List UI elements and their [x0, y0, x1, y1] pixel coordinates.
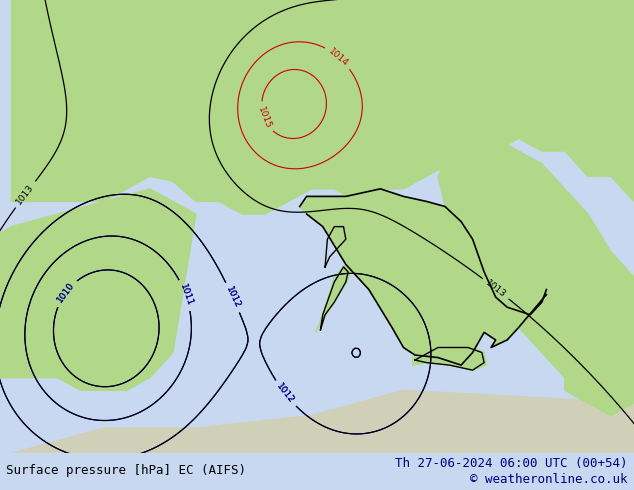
Text: 1015: 1015 [256, 105, 272, 130]
Polygon shape [11, 0, 634, 214]
Text: © weatheronline.co.uk: © weatheronline.co.uk [470, 473, 628, 486]
Polygon shape [11, 391, 634, 453]
Polygon shape [316, 265, 351, 332]
Text: 1014: 1014 [327, 46, 350, 68]
Text: 1012: 1012 [224, 285, 242, 310]
Polygon shape [0, 189, 196, 403]
Polygon shape [413, 340, 486, 370]
Text: 1011: 1011 [178, 283, 194, 308]
Text: 1012: 1012 [224, 285, 242, 310]
Text: 1012: 1012 [275, 382, 296, 405]
Text: 1012: 1012 [275, 382, 296, 405]
Polygon shape [438, 126, 634, 391]
Polygon shape [0, 0, 634, 478]
Text: 1010: 1010 [55, 281, 76, 305]
Text: 1010: 1010 [55, 281, 76, 305]
Polygon shape [565, 365, 634, 416]
Text: Th 27-06-2024 06:00 UTC (00+54): Th 27-06-2024 06:00 UTC (00+54) [395, 457, 628, 470]
Text: 1013: 1013 [15, 183, 36, 206]
Text: Surface pressure [hPa] EC (AIFS): Surface pressure [hPa] EC (AIFS) [6, 465, 247, 477]
Polygon shape [300, 189, 547, 365]
Text: 1011: 1011 [178, 283, 194, 308]
Text: 1013: 1013 [484, 278, 508, 299]
